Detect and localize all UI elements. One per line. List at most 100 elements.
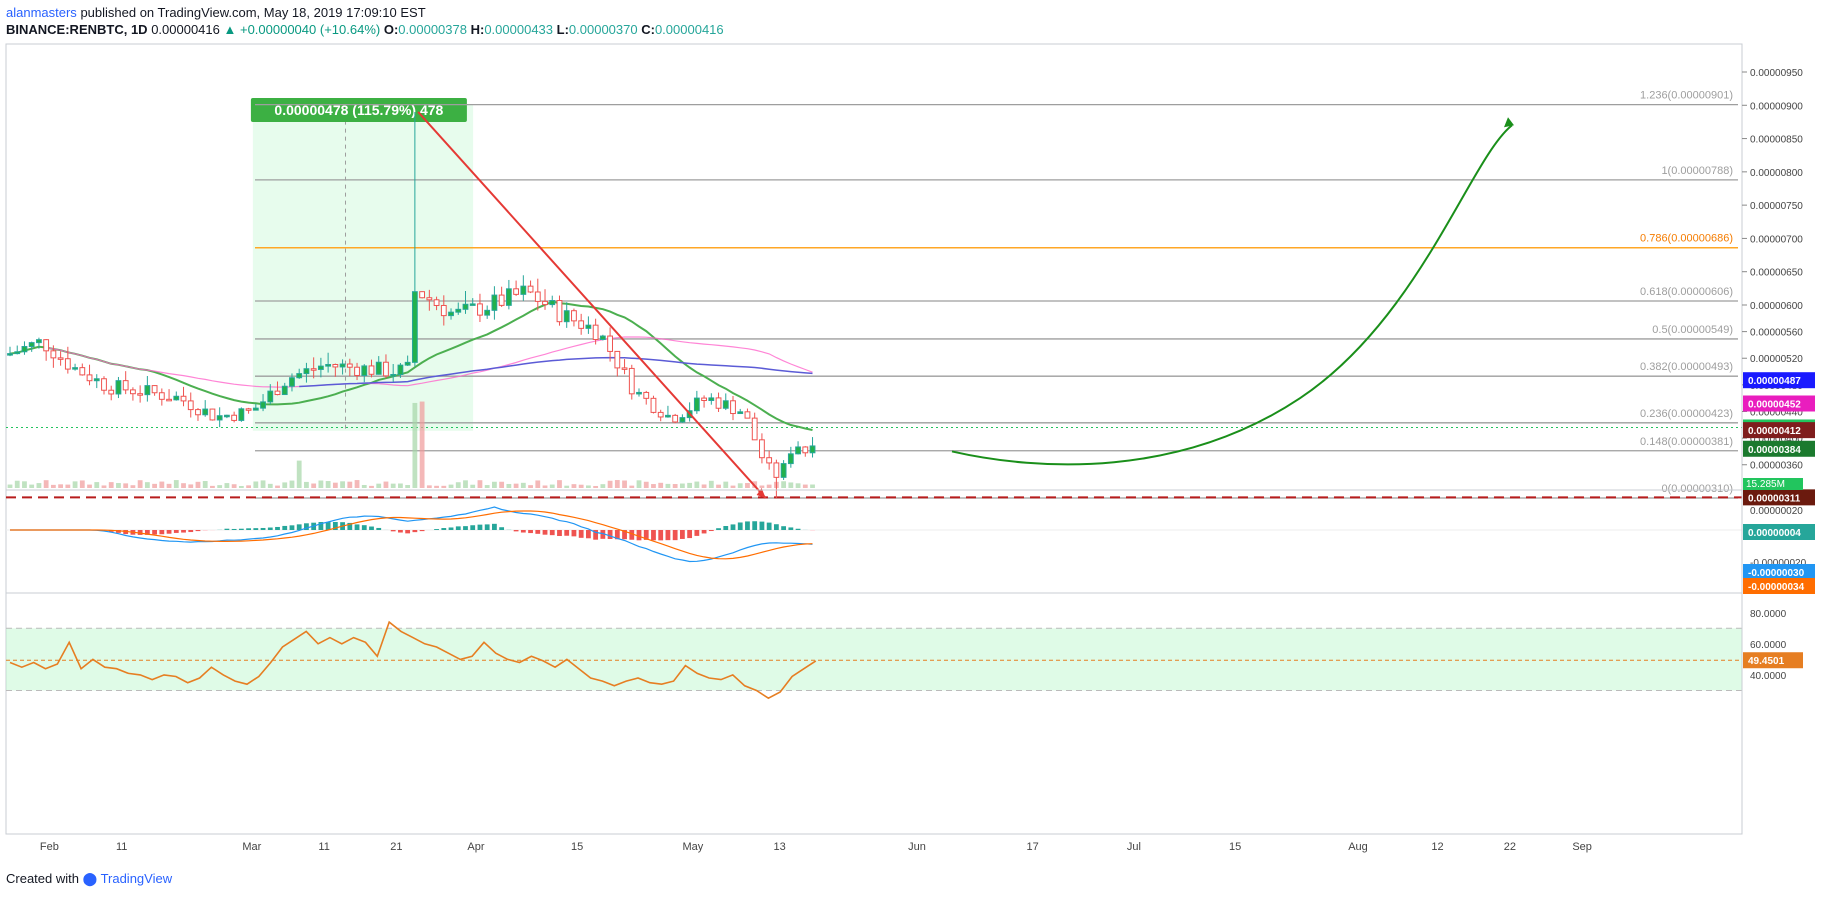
candle-body — [440, 304, 447, 317]
candle-body — [397, 364, 404, 375]
range-measure-label: 0.00000478 (115.79%) 478 — [274, 102, 443, 118]
macd-tag — [1743, 578, 1815, 594]
candle-body — [238, 408, 245, 421]
volume-bar — [130, 485, 136, 488]
candle-body — [621, 367, 628, 370]
time-tick-label: 21 — [390, 841, 402, 853]
candle-body — [650, 397, 657, 413]
time-tick-label: Sep — [1572, 841, 1592, 853]
candle-body — [737, 411, 744, 415]
macd-histogram-bar — [679, 530, 685, 539]
volume-bar — [123, 483, 129, 488]
volume-bar — [318, 480, 324, 488]
candle-body — [534, 291, 541, 302]
macd-histogram-bar — [578, 530, 584, 538]
fib-level-label: 0.236(0.00000423) — [1640, 408, 1733, 420]
macd-histogram-bar — [282, 525, 288, 530]
candle-body — [520, 285, 527, 295]
volume-bar — [484, 485, 490, 488]
volume-bar — [260, 480, 266, 488]
macd-histogram-bar — [260, 527, 266, 530]
volume-bar — [311, 483, 317, 488]
candle-body — [433, 299, 440, 306]
volume-bar — [614, 480, 620, 488]
volume-bar — [651, 484, 656, 488]
time-tick-label: 15 — [1229, 841, 1241, 853]
candle-body — [636, 391, 642, 395]
volume-bar — [94, 482, 100, 488]
price-tick-label: 0.00000700 — [1750, 234, 1803, 245]
chart-header: alanmasters published on TradingView.com… — [6, 4, 1806, 38]
volume-bar — [665, 483, 671, 488]
volume-bar — [636, 480, 642, 488]
volume-bar — [101, 485, 107, 488]
macd-histogram-bar — [564, 530, 570, 536]
fib-level-label: 0.382(0.00000493) — [1640, 361, 1733, 373]
macd-histogram-bar — [708, 530, 714, 532]
candle-body — [411, 291, 418, 363]
volume-bar — [781, 481, 787, 488]
rsi-band — [6, 628, 1742, 691]
macd-histogram-bar — [123, 530, 129, 535]
macd-histogram-bar — [419, 530, 425, 532]
candle-body — [216, 415, 223, 421]
macd-histogram-bar — [369, 526, 374, 530]
volume-bar — [58, 484, 64, 488]
volume-bar — [369, 485, 374, 488]
candle-body — [708, 397, 715, 401]
time-tick-label: Jun — [908, 841, 926, 853]
macd-histogram-bar — [166, 530, 172, 534]
candle-body — [79, 367, 86, 376]
fib-level-label: 1(0.00000788) — [1661, 165, 1733, 177]
volume-bar — [759, 485, 765, 488]
rsi-tick-label: 60.0000 — [1750, 640, 1787, 651]
volume-bar — [593, 485, 599, 488]
macd-histogram-bar — [629, 530, 635, 540]
candle-body — [50, 350, 57, 359]
chart-canvas[interactable]: 0.00000478 (115.79%) 478 1.236(0.0000090… — [0, 40, 1828, 870]
volume-bar — [50, 484, 56, 488]
volume-bar — [643, 481, 649, 488]
macd-line — [10, 506, 813, 563]
macd-histogram-bar — [513, 530, 519, 532]
price-tick-label: 0.00000800 — [1750, 168, 1803, 179]
candle-body — [296, 373, 303, 379]
fib-level-label: 0.786(0.00000686) — [1640, 233, 1733, 245]
rsi-tag-label: 49.4501 — [1748, 656, 1785, 667]
macd-histogram-bar — [723, 526, 729, 530]
volume-bar — [361, 484, 367, 488]
macd-histogram-bar — [332, 521, 338, 530]
author-link[interactable]: alanmasters — [6, 5, 77, 20]
close-label: C: — [641, 22, 655, 37]
candle-body — [469, 303, 476, 306]
candle-body — [672, 414, 679, 423]
macd-histogram-bar — [202, 530, 208, 531]
candle-body — [563, 310, 570, 323]
candle-body — [787, 453, 794, 465]
candle-body — [715, 397, 722, 409]
tradingview-brand[interactable]: TradingView — [100, 871, 173, 886]
symbol-label[interactable]: BINANCE:RENBTC, 1D — [6, 22, 148, 37]
volume-bar — [470, 484, 476, 488]
macd-histogram-bar — [390, 530, 396, 532]
volume-bar — [116, 483, 121, 488]
volume-tag — [1743, 478, 1803, 490]
volume-bar — [398, 483, 403, 488]
volume-bar — [202, 481, 208, 488]
macd-histogram-bar — [376, 527, 382, 530]
macd-histogram-bar — [694, 530, 700, 536]
volume-bar — [289, 480, 295, 488]
price-tag — [1743, 422, 1815, 439]
candle-body — [158, 392, 165, 400]
created-with-text: Created with — [6, 871, 79, 886]
volume-bar — [173, 480, 179, 488]
candle-body — [773, 462, 780, 478]
candle-body — [303, 368, 310, 375]
footer: Created with ⬤ TradingView — [6, 871, 172, 887]
price-change: ▲ +0.00000040 (+10.64%) — [223, 22, 381, 37]
macd-histogram-bar — [781, 526, 787, 530]
candle-body — [57, 357, 64, 360]
volume-bar — [701, 484, 707, 488]
fib-level-label: 0.618(0.00000606) — [1640, 286, 1733, 298]
macd-histogram-bar — [499, 527, 505, 530]
